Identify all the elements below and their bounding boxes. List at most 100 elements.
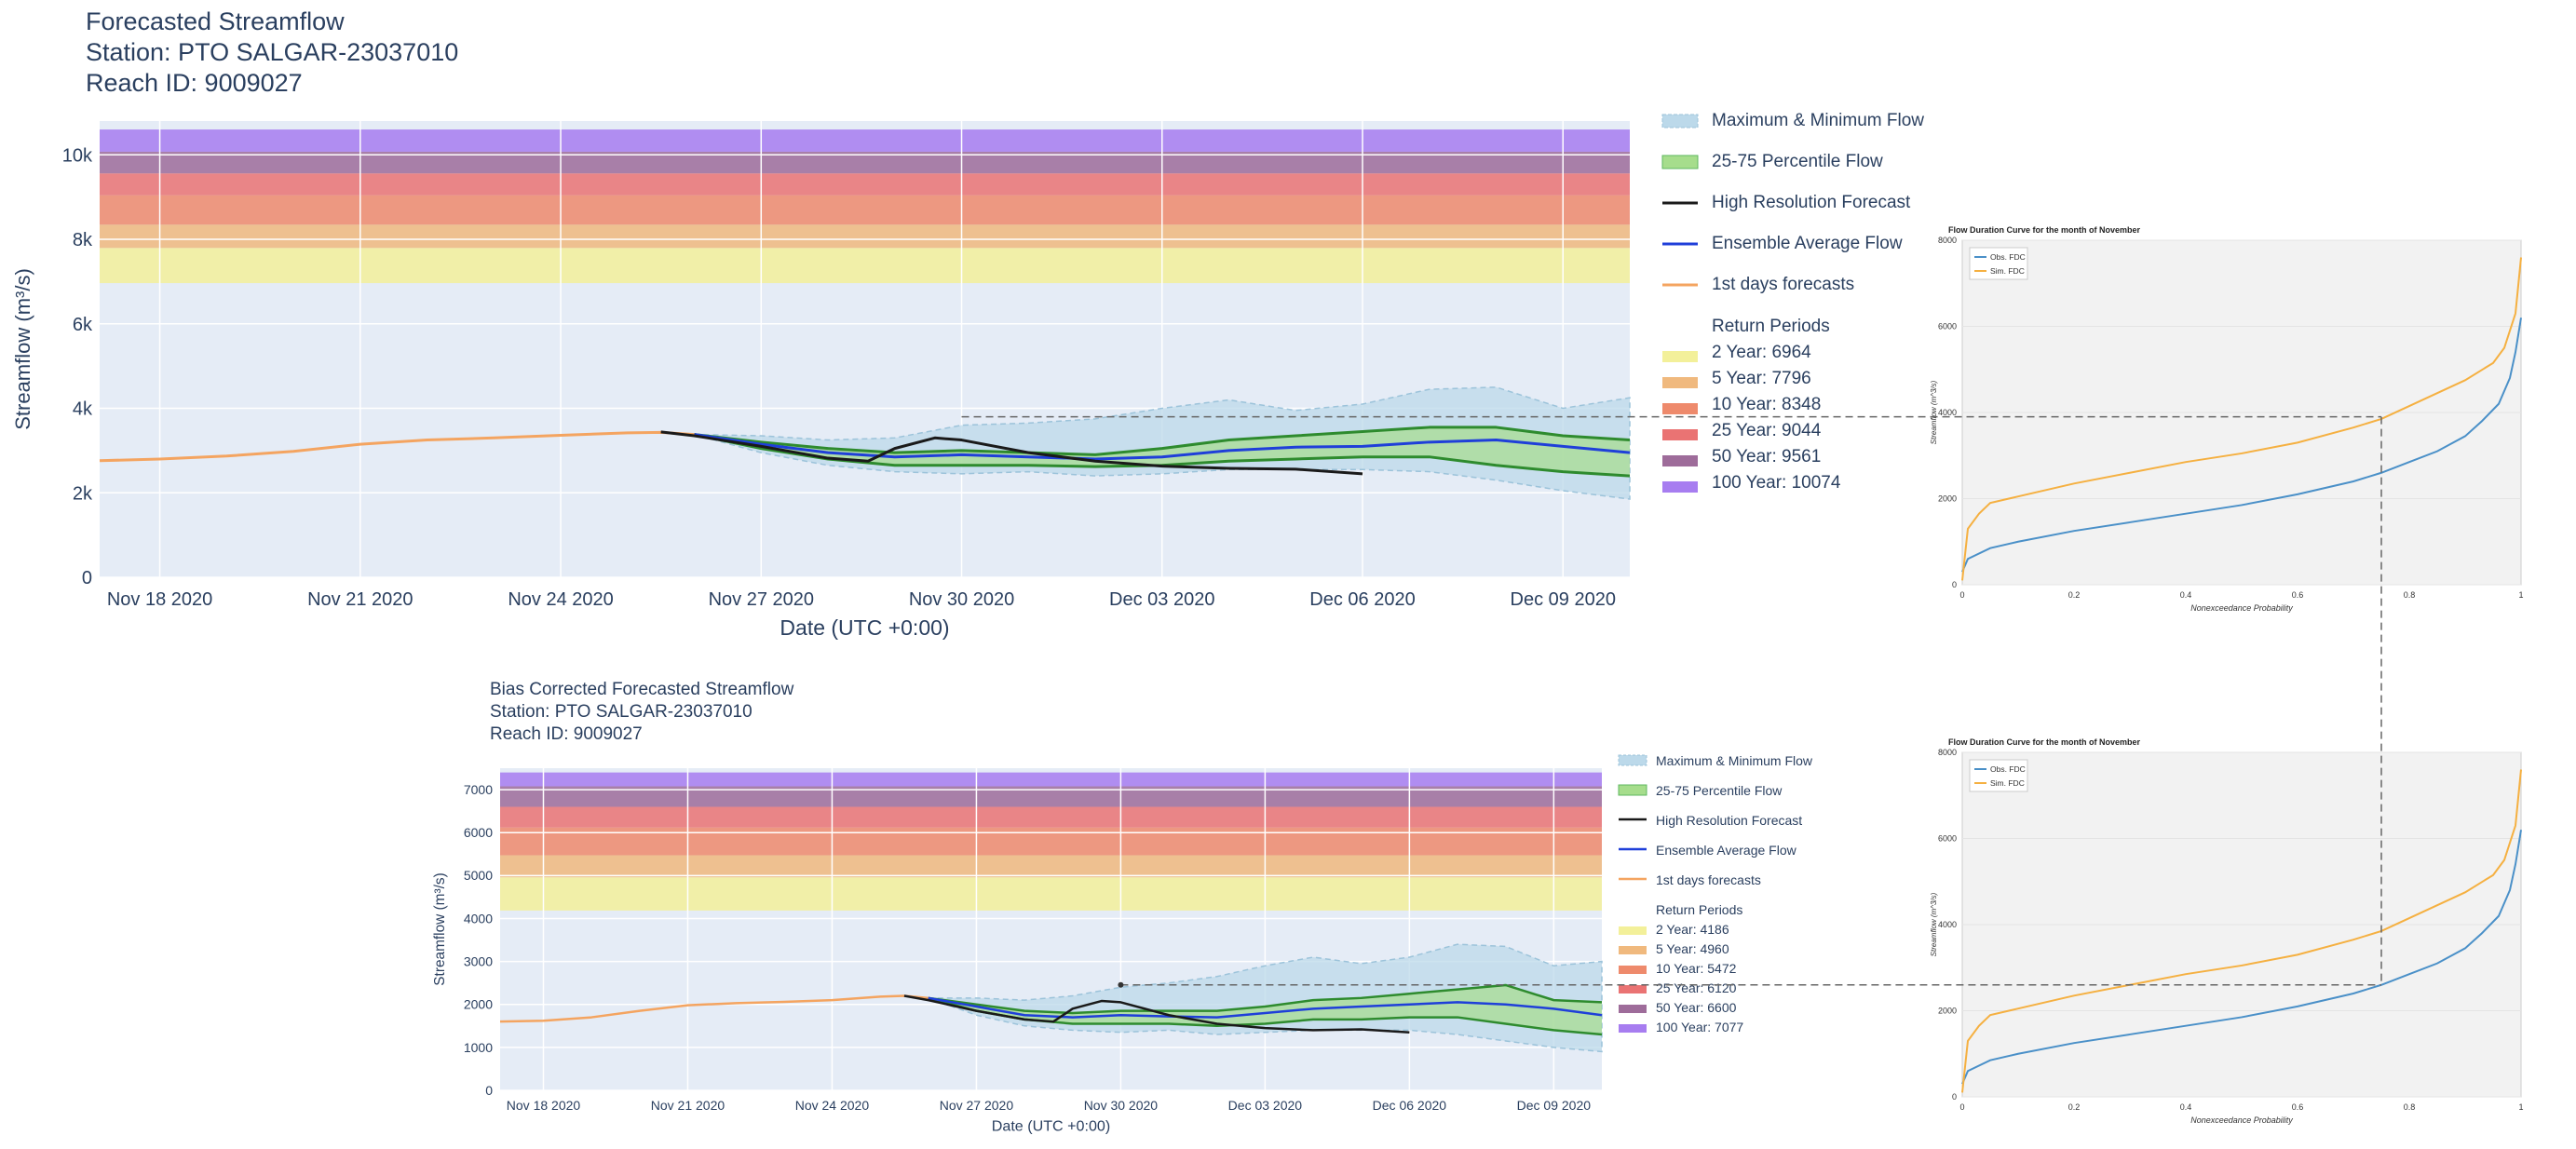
legend-rp25[interactable]: 25 Year: 9044 xyxy=(1712,421,1822,440)
legend-swatch-rp2 xyxy=(1619,926,1647,935)
legend-maxmin[interactable]: Maximum & Minimum Flow xyxy=(1712,111,1925,130)
y-tick-label: 4000 xyxy=(464,911,493,926)
legend-p2575[interactable]: 25-75 Percentile Flow xyxy=(1712,152,1883,171)
legend-swatch-rp10 xyxy=(1619,966,1647,974)
x-tick-label: Nov 18 2020 xyxy=(107,589,212,610)
fdc-legend-sim: Sim. FDC xyxy=(1990,266,2025,276)
fdc-x-tick-label: 0.2 xyxy=(2068,1102,2081,1112)
bottom-title-line3: Reach ID: 9009027 xyxy=(490,724,643,744)
return-period-band-5-year xyxy=(100,224,1630,249)
series-1st-days-forecasts xyxy=(99,430,695,463)
legend-hires[interactable]: High Resolution Forecast xyxy=(1656,813,1803,828)
legend-rp10[interactable]: 10 Year: 5472 xyxy=(1656,961,1737,976)
legend-rp50[interactable]: 50 Year: 6600 xyxy=(1656,1000,1737,1015)
series-ensemble-average-flow xyxy=(694,433,1631,461)
legend-swatch-rp100 xyxy=(1662,481,1698,493)
fdc-x-axis-label: Nonexceedance Probability xyxy=(2190,603,2293,613)
fdc-y-axis-label: Streamflow (m^3/s) xyxy=(1930,892,1938,956)
x-tick-label: Nov 21 2020 xyxy=(651,1098,725,1113)
fdc-legend-obs: Obs. FDC xyxy=(1990,764,2026,774)
fdc-x-tick-label: 0.4 xyxy=(2180,1102,2192,1112)
legend-ens[interactable]: Ensemble Average Flow xyxy=(1712,234,1903,253)
legend-swatch-maxmin xyxy=(1618,754,1647,766)
series-1st-days-forecasts xyxy=(499,994,929,1023)
y-tick-label: 4k xyxy=(73,399,93,420)
legend-rp2[interactable]: 2 Year: 6964 xyxy=(1712,343,1811,362)
series-25-75-percentile-band xyxy=(928,984,1602,1035)
x-tick-label: Nov 27 2020 xyxy=(940,1098,1014,1113)
fdc-title: Flow Duration Curve for the month of Nov… xyxy=(1948,225,2141,235)
fdc-x-tick-label: 0 xyxy=(1959,1102,1964,1112)
legend-rp100[interactable]: 100 Year: 10074 xyxy=(1712,473,1841,493)
fdc-y-tick-label: 0 xyxy=(1952,580,1957,589)
legend-swatch-p2575 xyxy=(1661,155,1699,169)
x-tick-label: Nov 30 2020 xyxy=(909,589,1014,610)
fdc-x-tick-label: 0.8 xyxy=(2404,590,2416,600)
y-tick-label: 6000 xyxy=(464,825,493,840)
legend-rp2[interactable]: 2 Year: 4186 xyxy=(1656,922,1729,937)
return-period-band-2-year xyxy=(100,248,1630,284)
top-title-line2: Station: PTO SALGAR-23037010 xyxy=(86,38,459,66)
fdc-y-axis-label: Streamflow (m^3/s) xyxy=(1930,380,1938,444)
fdc-series-sim xyxy=(1961,257,2522,581)
top-legend: Maximum & Minimum Flow 25-75 Percentile … xyxy=(1658,107,1974,507)
x-axis-label: Date (UTC +0:00) xyxy=(780,615,949,640)
legend-maxmin[interactable]: Maximum & Minimum Flow xyxy=(1656,753,1813,768)
return-period-band-50-year xyxy=(500,786,1602,807)
y-tick-label: 10k xyxy=(62,145,93,166)
legend-ens[interactable]: Ensemble Average Flow xyxy=(1656,843,1796,858)
fdc-y-tick-label: 4000 xyxy=(1938,920,1957,929)
top-legend-swatches xyxy=(1661,114,1699,493)
y-tick-label: 0 xyxy=(485,1083,493,1098)
legend-rp5[interactable]: 5 Year: 7796 xyxy=(1712,369,1811,388)
fdc-x-tick-label: 0.8 xyxy=(2404,1102,2416,1112)
legend-hires[interactable]: High Resolution Forecast xyxy=(1712,193,1911,212)
fdc-x-tick-label: 0 xyxy=(1959,590,1964,600)
legend-firstday[interactable]: 1st days forecasts xyxy=(1712,275,1855,294)
fdc-chart-bottom[interactable]: Flow Duration Curve for the month of Nov… xyxy=(1918,736,2570,1145)
top-title-line3: Reach ID: 9009027 xyxy=(86,69,303,97)
series-75-percentile xyxy=(928,983,1603,1015)
y-axis-label: Streamflow (m³/s) xyxy=(11,268,34,430)
bottom-forecast-chart[interactable]: 0 1000 2000 3000 4000 5000 6000 7000 Nov 18 2020… xyxy=(410,745,1611,1149)
series-high-resolution-forecast xyxy=(903,994,1410,1034)
fdc-x-tick-label: 0.2 xyxy=(2068,590,2081,600)
legend-rp100[interactable]: 100 Year: 7077 xyxy=(1656,1020,1744,1034)
legend-firstday[interactable]: 1st days forecasts xyxy=(1656,872,1761,887)
fdc-legend-box xyxy=(1969,759,2028,792)
fdc-chart-top[interactable]: Flow Duration Curve for the month of Nov… xyxy=(1918,223,2570,633)
legend-swatch-rp100 xyxy=(1619,1024,1647,1033)
x-tick-label: Nov 30 2020 xyxy=(1084,1098,1159,1113)
fdc-legend-box xyxy=(1969,247,2028,280)
x-tick-label: Nov 18 2020 xyxy=(507,1098,581,1113)
legend-rp50[interactable]: 50 Year: 9561 xyxy=(1712,447,1822,466)
x-tick-label: Nov 27 2020 xyxy=(709,589,814,610)
return-period-band-100-year xyxy=(100,129,1630,152)
fdc-x-tick-label: 0.6 xyxy=(2292,590,2304,600)
legend-p2575[interactable]: 25-75 Percentile Flow xyxy=(1656,783,1783,798)
y-tick-label: 6k xyxy=(73,315,93,335)
fdc-legend-obs: Obs. FDC xyxy=(1990,252,2026,262)
return-period-band-10-year xyxy=(100,195,1630,225)
x-tick-label: Nov 24 2020 xyxy=(508,589,613,610)
return-period-band-50-year xyxy=(100,151,1630,174)
top-forecast-chart[interactable]: 0 2k 4k 6k 8k 10k Nov 18 2020 Nov 21 2020 Nov 24… xyxy=(0,93,1639,661)
fdc-legend-sim: Sim. FDC xyxy=(1990,778,2025,788)
legend-swatch-maxmin xyxy=(1661,114,1699,128)
x-tick-label: Dec 09 2020 xyxy=(1511,589,1616,610)
bottom-title-line2: Station: PTO SALGAR-23037010 xyxy=(490,702,752,722)
series-25-75-percentile-band xyxy=(694,426,1630,477)
y-tick-label: 8k xyxy=(73,230,93,250)
legend-swatch-rp5 xyxy=(1619,946,1647,954)
fdc-y-tick-label: 8000 xyxy=(1938,748,1957,757)
legend-rp10[interactable]: 10 Year: 8348 xyxy=(1712,395,1822,414)
series-high-resolution-forecast xyxy=(660,430,1363,476)
legend-rp25[interactable]: 25 Year: 6120 xyxy=(1656,980,1737,995)
return-period-band-10-year xyxy=(500,827,1602,856)
legend-swatch-rp5 xyxy=(1662,377,1698,388)
y-tick-label: 7000 xyxy=(464,782,493,797)
legend-rp5[interactable]: 5 Year: 4960 xyxy=(1656,941,1729,956)
y-tick-label: 2000 xyxy=(464,997,493,1012)
fdc-x-tick-label: 1 xyxy=(2518,590,2523,600)
legend-swatch-rp50 xyxy=(1619,1005,1647,1013)
